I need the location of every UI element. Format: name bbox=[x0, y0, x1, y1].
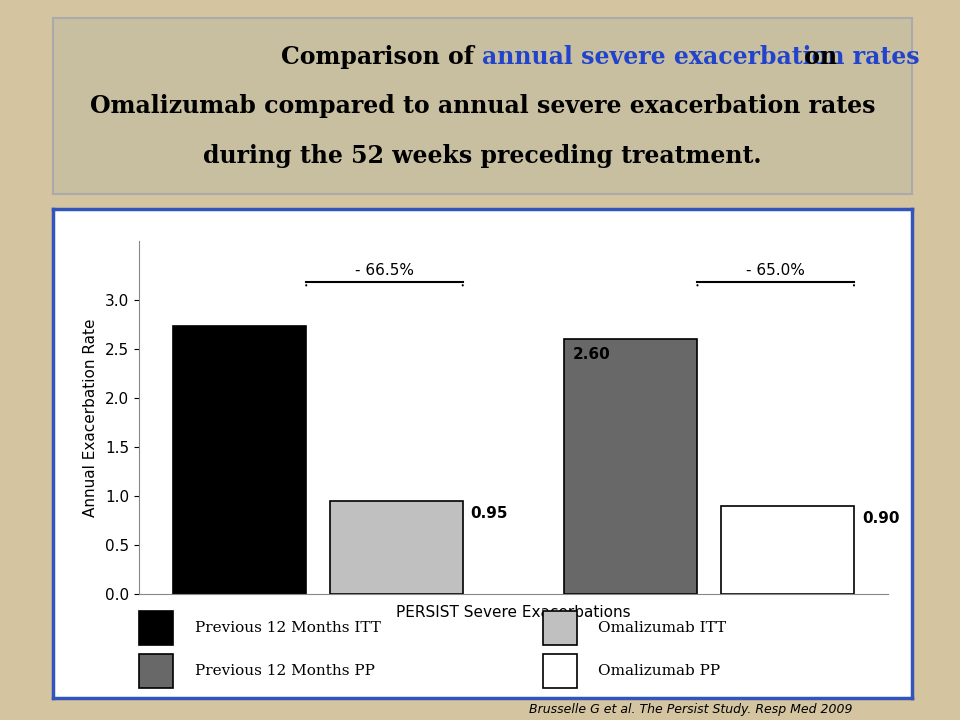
Bar bbox=[542, 654, 577, 688]
Bar bbox=[721, 505, 854, 594]
Bar bbox=[564, 339, 698, 594]
Text: Brusselle G et al. The Persist Study. Resp Med 2009: Brusselle G et al. The Persist Study. Re… bbox=[530, 703, 852, 716]
Text: - 65.0%: - 65.0% bbox=[746, 264, 805, 279]
Text: Omalizumab compared to annual severe exacerbation rates: Omalizumab compared to annual severe exa… bbox=[89, 94, 876, 118]
Bar bbox=[173, 326, 306, 594]
Text: Previous 12 Months ITT: Previous 12 Months ITT bbox=[195, 621, 380, 636]
Bar bbox=[329, 501, 463, 594]
Text: on: on bbox=[796, 45, 837, 69]
Text: annual severe exacerbation rates: annual severe exacerbation rates bbox=[483, 45, 920, 69]
Text: 2.60: 2.60 bbox=[572, 347, 610, 362]
Text: - 66.5%: - 66.5% bbox=[355, 264, 414, 279]
Text: Omalizumab ITT: Omalizumab ITT bbox=[598, 621, 727, 636]
Text: 2.73: 2.73 bbox=[181, 334, 219, 349]
Text: Previous 12 Months PP: Previous 12 Months PP bbox=[195, 664, 374, 678]
Bar bbox=[542, 611, 577, 645]
Y-axis label: Annual Exacerbation Rate: Annual Exacerbation Rate bbox=[84, 318, 98, 517]
Text: Omalizumab PP: Omalizumab PP bbox=[598, 664, 721, 678]
Text: 0.90: 0.90 bbox=[862, 510, 900, 526]
Text: 0.95: 0.95 bbox=[470, 505, 508, 521]
Text: Comparison of: Comparison of bbox=[281, 45, 483, 69]
Bar bbox=[139, 654, 173, 688]
Text: during the 52 weeks preceding treatment.: during the 52 weeks preceding treatment. bbox=[204, 143, 761, 168]
X-axis label: PERSIST Severe Exacerbations: PERSIST Severe Exacerbations bbox=[396, 605, 631, 620]
Bar bbox=[139, 611, 173, 645]
